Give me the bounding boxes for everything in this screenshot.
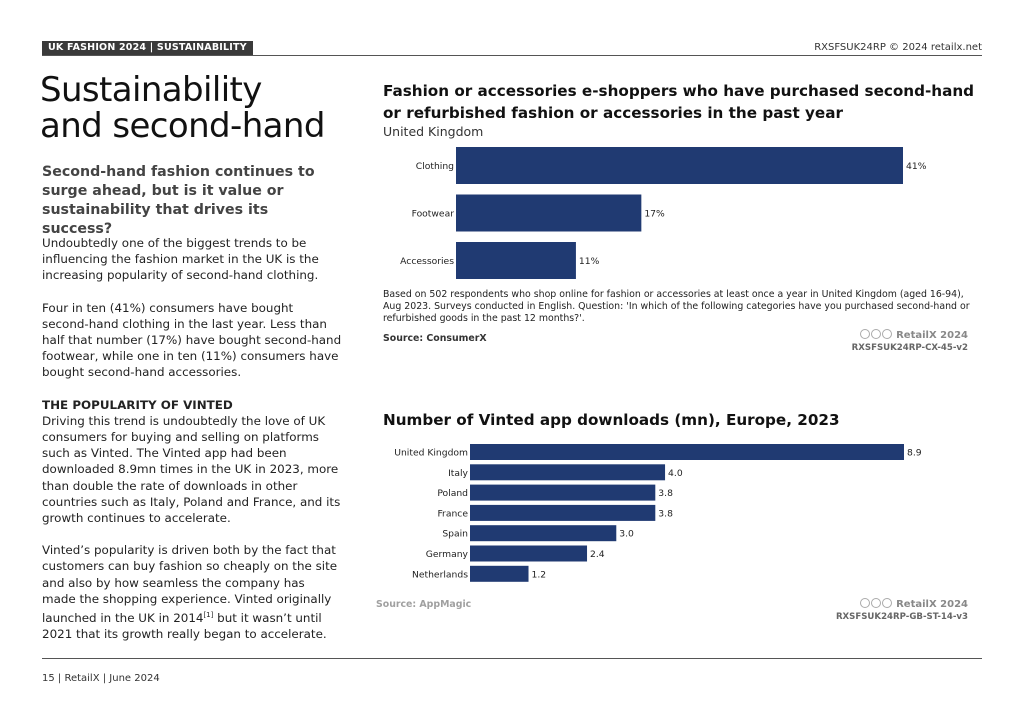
chart2-source: Source: AppMagic <box>376 599 472 610</box>
chart2-code: RXSFSUK24RP-GB-ST-14-v3 <box>835 612 968 622</box>
article-body: Undoubtedly one of the biggest trends to… <box>42 235 342 658</box>
bar <box>456 194 642 232</box>
section-heading: THE POPULARITY OF VINTED <box>42 397 233 412</box>
section-tag: UK FASHION 2024 | SUSTAINABILITY <box>42 41 253 55</box>
header-divider <box>42 55 982 56</box>
paragraph-3: Driving this trend is undoubtedly the lo… <box>42 413 341 526</box>
value-label: 2.4 <box>590 549 605 560</box>
bar <box>470 525 617 542</box>
category-label: Netherlands <box>412 569 468 580</box>
value-label: 3.0 <box>619 529 634 540</box>
paragraph-2: Four in ten (41%) consumers have bought … <box>42 300 342 380</box>
value-label: 3.8 <box>658 488 673 499</box>
paragraph-4-part-b: but it wasn’t until 2021 that its growth… <box>42 611 327 642</box>
chart1-title: Fashion or accessories e-shoppers who ha… <box>383 82 975 122</box>
chart1-subtitle: United Kingdom <box>383 124 484 139</box>
chart1-brand: RetailX 2024 <box>859 329 968 341</box>
chart1-source: Source: ConsumerX <box>383 333 487 344</box>
value-label: 1.2 <box>532 569 547 580</box>
report-code-copyright: RXSFSUK24RP © 2024 retailx.net <box>814 42 982 53</box>
footnote-ref[interactable]: [1] <box>203 611 214 620</box>
chart2-bar-chart: United Kingdom 8.9 Italy 4.0 Poland 3.8 France… <box>394 444 922 582</box>
value-label: 8.9 <box>907 448 922 459</box>
bar <box>470 464 666 481</box>
value-label: 17% <box>644 209 665 220</box>
cc-license-icon <box>859 598 893 610</box>
chart2-title: Number of Vinted app downloads (mn), Eur… <box>383 411 840 429</box>
value-label: 4.0 <box>668 468 683 479</box>
value-label: 11% <box>579 256 600 267</box>
category-label: France <box>437 508 468 519</box>
category-label: Clothing <box>416 161 454 172</box>
category-label: United Kingdom <box>394 448 468 459</box>
page-footer: 15 | RetailX | June 2024 <box>42 673 160 684</box>
footer-divider <box>42 658 982 659</box>
title-line-1: Sustainability <box>40 70 262 110</box>
paragraph-4-part-a: Vinted’s popularity is driven both by th… <box>42 543 338 626</box>
category-label: Footwear <box>412 209 455 220</box>
chart2-brand: RetailX 2024 <box>859 598 968 610</box>
bar <box>470 545 588 562</box>
chart1-bar-chart: Clothing 41% Footwear 17% Accessories 11% <box>400 147 927 279</box>
title-line-2: and second-hand <box>40 106 325 146</box>
bar <box>456 147 903 184</box>
category-label: Italy <box>448 468 468 479</box>
paragraph-4: Vinted’s popularity is driven both by th… <box>42 542 342 642</box>
bar <box>470 565 529 582</box>
bar <box>470 444 904 460</box>
standfirst: Second-hand fashion continues to surge a… <box>42 164 315 237</box>
category-label: Germany <box>426 549 469 560</box>
value-label: 3.8 <box>658 508 673 519</box>
paragraph-1: Undoubtedly one of the biggest trends to… <box>42 236 319 283</box>
category-label: Spain <box>442 529 468 540</box>
chart1-code: RXSFSUK24RP-CX-45-v2 <box>851 343 968 353</box>
bar <box>456 242 576 279</box>
cc-license-icon <box>859 329 893 341</box>
category-label: Poland <box>437 488 468 499</box>
bar <box>470 484 656 501</box>
category-label: Accessories <box>400 256 454 267</box>
value-label: 41% <box>906 161 927 172</box>
bar <box>470 504 656 521</box>
chart1-brand-text: RetailX 2024 <box>896 330 968 341</box>
page-title: Sustainability and second-hand <box>40 72 360 144</box>
chart2-brand-text: RetailX 2024 <box>896 599 968 610</box>
chart1-note: Based on 502 respondents who shop online… <box>383 289 970 324</box>
